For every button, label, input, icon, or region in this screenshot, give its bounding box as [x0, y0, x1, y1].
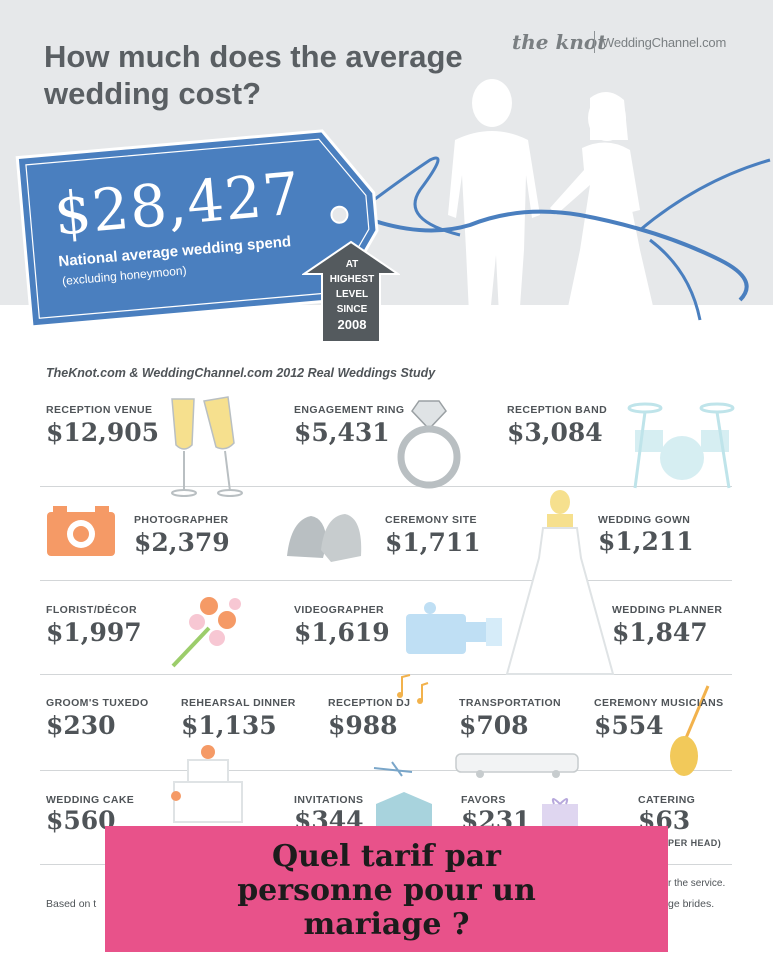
row-divider [40, 580, 732, 581]
footnote-right-2: ge brides. [668, 898, 715, 910]
article-title-line-2: personne pour un [237, 873, 536, 908]
item-label-invitations: INVITATIONS [294, 794, 364, 806]
row-divider [40, 486, 732, 487]
badge-line-4: SINCE [336, 304, 368, 315]
item-label-florist-decor: FLORIST/DÉCOR [46, 604, 137, 616]
item-value-rehearsal-dinner: $1,135 [181, 711, 277, 740]
music-notes-icon [397, 674, 429, 704]
item-value-engagement-ring: $5,431 [294, 418, 390, 447]
item-label-photographer: PHOTOGRAPHER [134, 514, 229, 526]
invitation-envelope-icon [376, 792, 432, 830]
item-value-wedding-planner: $1,847 [612, 618, 708, 647]
article-title: Quel tarif par personne pour un mariage … [105, 840, 668, 942]
couple-illustration [354, 79, 771, 345]
brand-theknot: the knot [512, 30, 607, 54]
item-label-reception-band: RECEPTION BAND [507, 404, 608, 416]
brand-separator [594, 31, 595, 53]
bouquet-icon [171, 597, 241, 668]
item-label-catering: CATERING [638, 794, 696, 806]
row-divider [40, 674, 732, 675]
article-title-line-1: Quel tarif par [272, 839, 501, 874]
headline: How much does the average wedding cost? [44, 39, 463, 111]
badge-line-5: 2008 [337, 317, 367, 332]
up-arrow-icon [302, 240, 400, 343]
item-label-wedding-cake: WEDDING CAKE [46, 794, 135, 806]
item-value-reception-dj: $988 [328, 711, 398, 740]
item-label-transportation: TRANSPORTATION [459, 697, 562, 709]
price-tag: $28,427 National average wedding spend (… [11, 123, 387, 332]
badge-line-2: HIGHEST [329, 274, 375, 285]
item-label-ceremony-site: CEREMONY SITE [385, 514, 477, 526]
item-value-wedding-cake: $560 [46, 806, 116, 835]
item-label-videographer: VIDEOGRAPHER [294, 604, 384, 616]
brand-weddingchannel: WeddingChannel.com [602, 35, 727, 50]
gift-box-icon [542, 798, 578, 830]
item-value-grooms-tuxedo: $230 [46, 711, 116, 740]
item-label-favors: FAVORS [461, 794, 506, 806]
violin-icon [670, 685, 710, 776]
wedding-cake-icon [171, 745, 243, 823]
item-label-ceremony-musicians: CEREMONY MUSICIANS [594, 697, 724, 709]
item-value-ceremony-musicians: $554 [594, 711, 664, 740]
item-value-ceremony-site: $1,711 [385, 528, 481, 557]
item-value-reception-venue: $12,905 [46, 418, 160, 447]
catering-per-head-note: PER HEAD) [668, 838, 722, 848]
video-camera-icon [406, 602, 502, 654]
limousine-icon [373, 753, 579, 778]
row-divider [40, 770, 732, 771]
item-label-engagement-ring: ENGAGEMENT RING [294, 404, 405, 416]
item-value-wedding-gown: $1,211 [598, 527, 694, 556]
item-value-transportation: $708 [459, 711, 529, 740]
wedding-gown-icon [505, 490, 615, 675]
item-value-videographer: $1,619 [294, 618, 390, 647]
study-source: TheKnot.com & WeddingChannel.com 2012 Re… [46, 366, 436, 380]
wedding-bells-icon [287, 514, 362, 562]
footnote-left: Based on t [46, 898, 97, 910]
footnote-right-1: r the service. [668, 878, 726, 889]
item-label-rehearsal-dinner: REHEARSAL DINNER [181, 697, 296, 709]
item-label-grooms-tuxedo: GROOM'S TUXEDO [46, 697, 149, 709]
item-label-wedding-planner: WEDDING PLANNER [612, 604, 723, 616]
item-value-reception-band: $3,084 [507, 418, 603, 447]
camera-icon [47, 506, 115, 556]
article-title-banner: Quel tarif par personne pour un mariage … [105, 826, 668, 952]
item-value-photographer: $2,379 [134, 528, 230, 557]
article-title-line-3: mariage ? [303, 907, 470, 942]
champagne-glasses-icon [171, 396, 243, 497]
badge-line-1: AT [345, 259, 359, 270]
item-value-florist-decor: $1,997 [46, 618, 142, 647]
drum-kit-icon [627, 402, 735, 489]
item-label-reception-dj: RECEPTION DJ [328, 697, 411, 709]
item-label-wedding-gown: WEDDING GOWN [598, 514, 691, 526]
badge-line-3: LEVEL [335, 289, 369, 300]
item-label-reception-venue: RECEPTION VENUE [46, 404, 153, 416]
highest-level-badge: AT HIGHEST LEVEL SINCE 2008 [306, 257, 398, 332]
diamond-ring-icon [397, 400, 461, 489]
